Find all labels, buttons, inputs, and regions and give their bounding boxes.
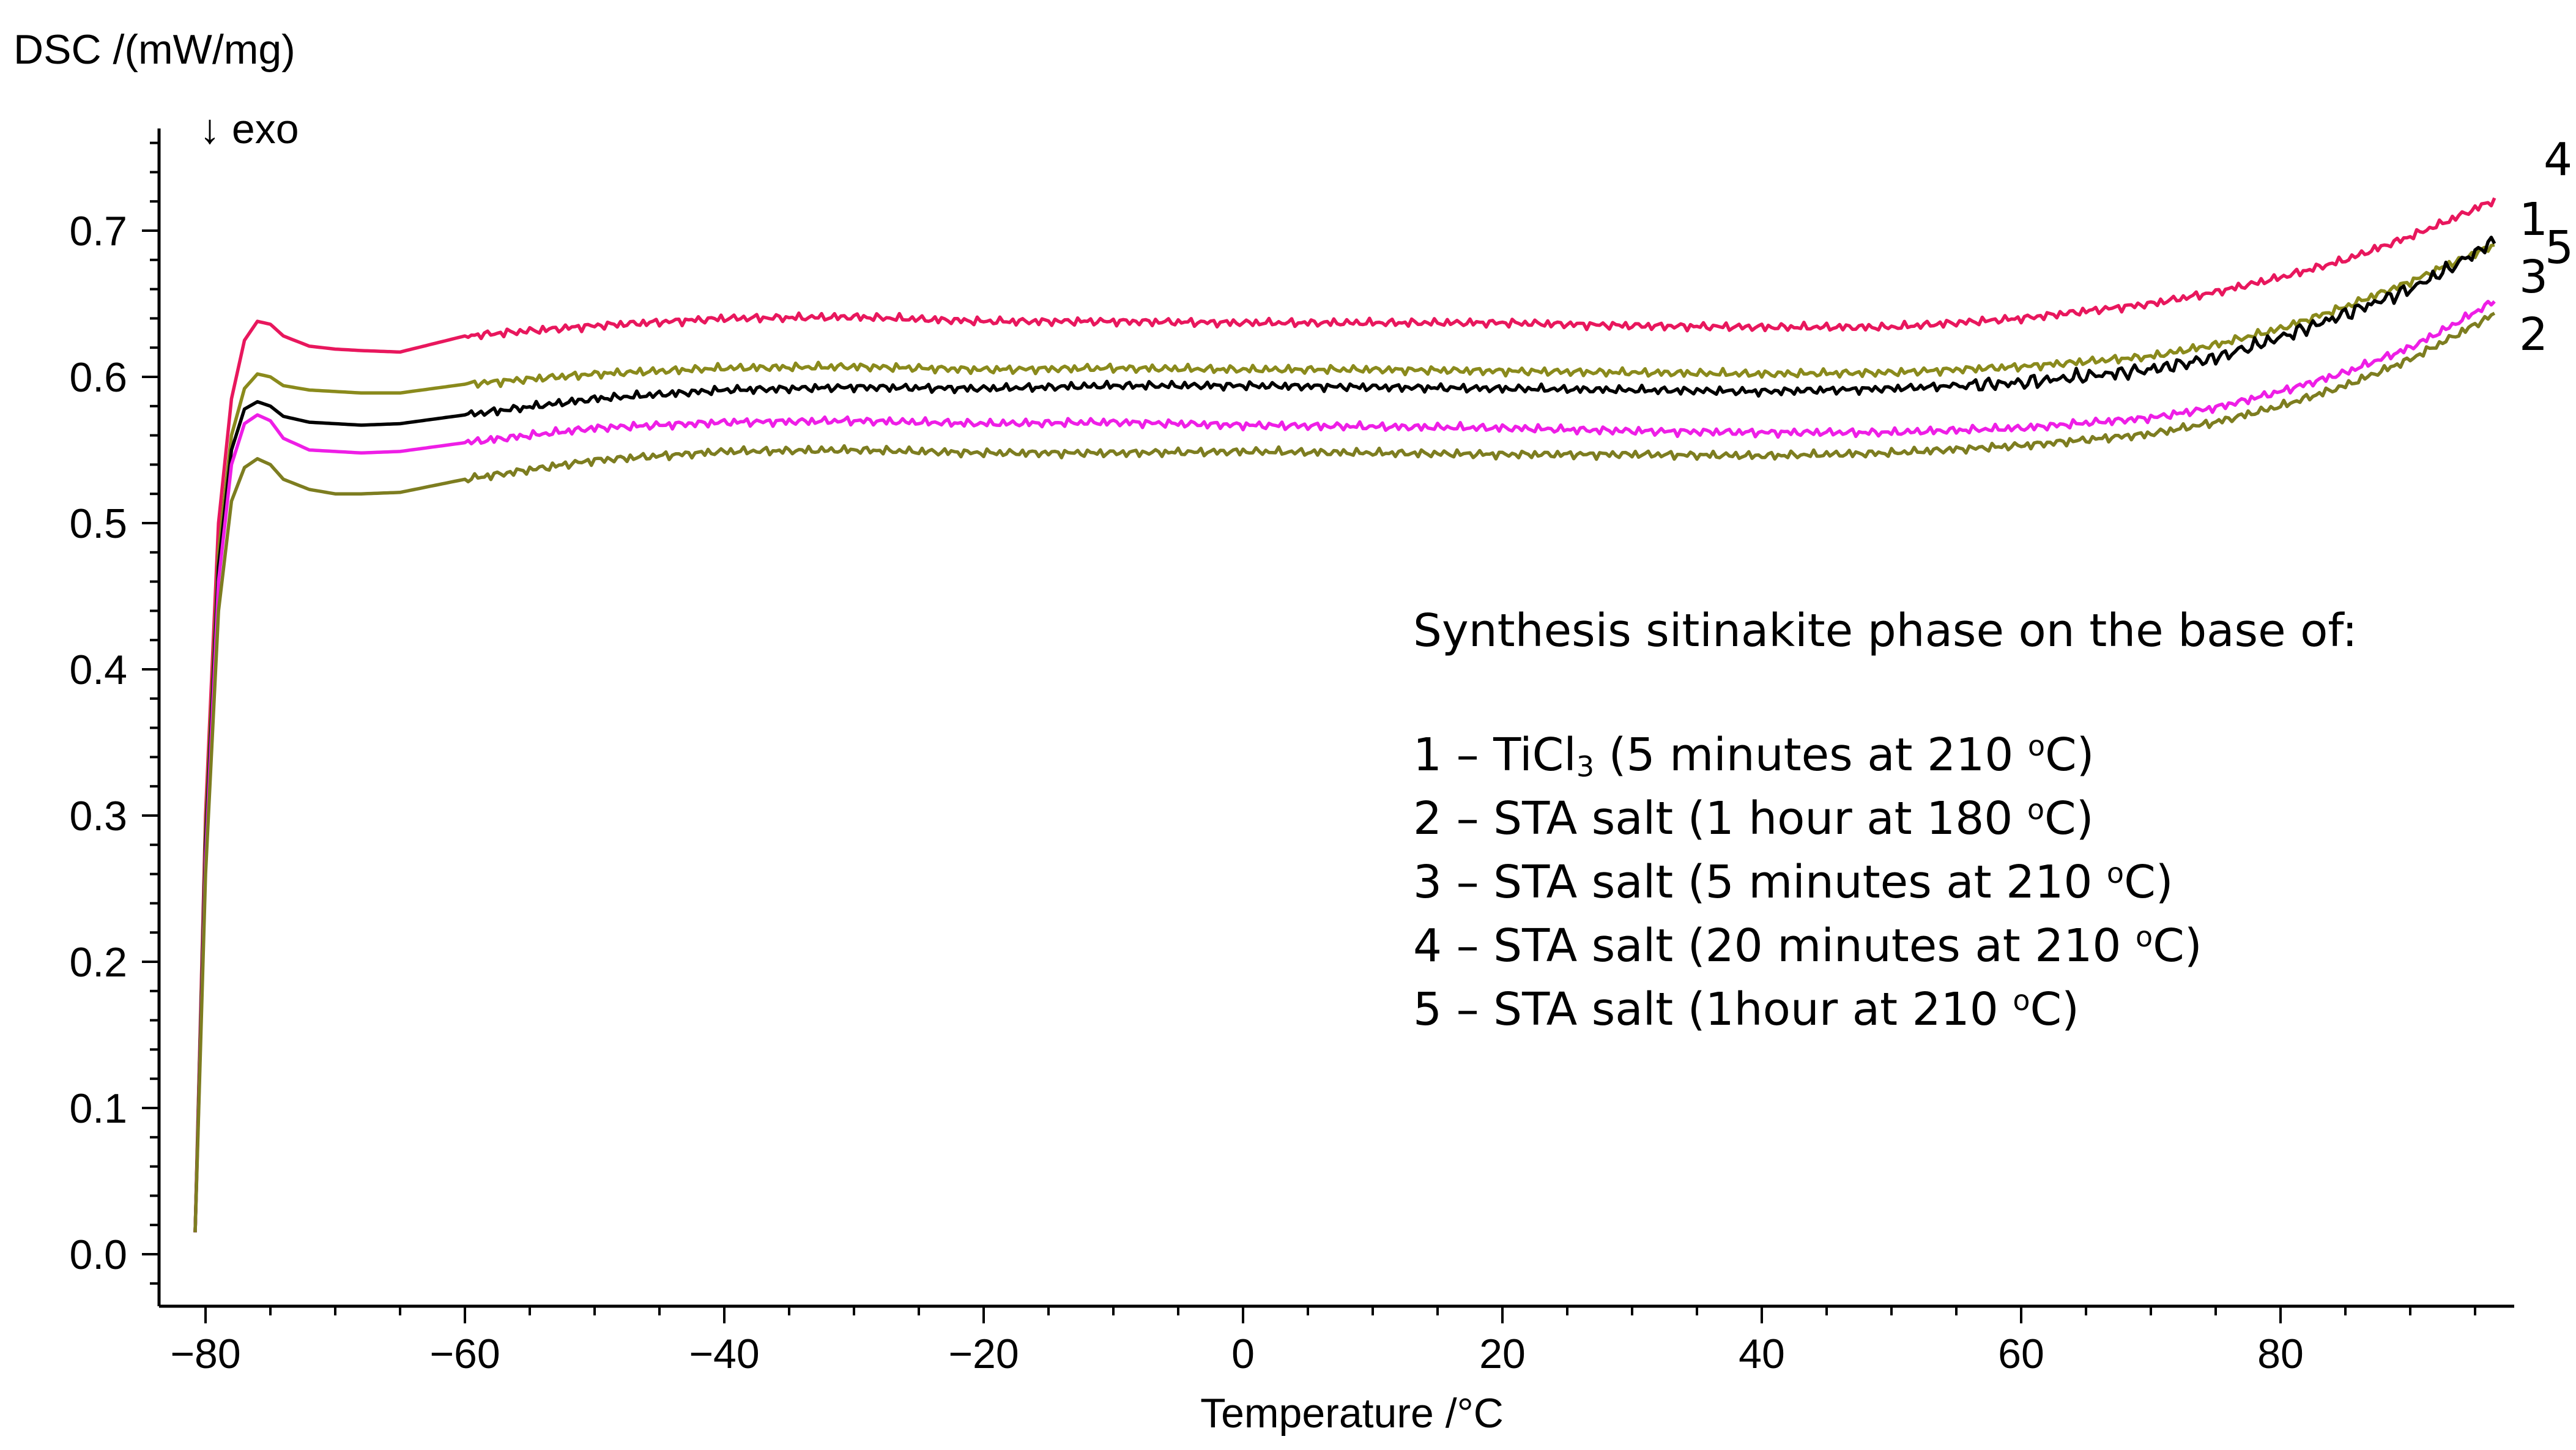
y-tick-label: 0.5 <box>69 500 127 547</box>
series-end-label-1: 1 <box>2519 193 2548 246</box>
x-tick-label: −20 <box>948 1331 1019 1377</box>
x-tick-label: 60 <box>1998 1331 2044 1377</box>
legend: Synthesis sitinakite phase on the base o… <box>1413 604 2358 1036</box>
x-axis-title: Temperature /°C <box>1200 1390 1504 1437</box>
series-layer <box>193 197 2496 1233</box>
x-tick-label: −60 <box>429 1331 500 1377</box>
series-line-2 <box>193 311 2496 1233</box>
y-tick-label: 0.1 <box>69 1085 127 1132</box>
y-tick-label: 0.6 <box>69 354 127 401</box>
series-end-label-2: 2 <box>2519 308 2548 361</box>
exo-direction-note: ↓ exo <box>199 106 299 152</box>
legend-entry-1: 1 – TiCl3 (5 minutes at 210 oC) <box>1413 729 2095 783</box>
series-line-4 <box>193 197 2496 1233</box>
legend-entry-5: 5 – STA salt (1hour at 210 oC) <box>1413 983 2079 1036</box>
x-tick-label: −80 <box>170 1331 240 1377</box>
x-tick-label: 20 <box>1479 1331 1526 1377</box>
legend-entry-3: 3 – STA salt (5 minutes at 210 oC) <box>1413 856 2173 909</box>
y-tick-label: 0.3 <box>69 793 127 839</box>
y-axis-title: DSC /(mW/mg) <box>13 26 295 73</box>
y-tick-label: 0.0 <box>69 1232 127 1278</box>
series-line-1 <box>193 236 2496 1233</box>
y-tick-label: 0.2 <box>69 939 127 986</box>
series-line-3 <box>193 299 2496 1233</box>
series-end-label-3: 3 <box>2519 251 2548 303</box>
series-end-label-4: 4 <box>2544 133 2572 186</box>
legend-entry-2: 2 – STA salt (1 hour at 180 oC) <box>1413 792 2094 845</box>
series-line-5 <box>193 243 2495 1233</box>
x-tick-label: 80 <box>2257 1331 2304 1377</box>
series-end-label-5: 5 <box>2545 221 2574 274</box>
x-tick-label: 40 <box>1739 1331 1785 1377</box>
axes: 0.0 0.1 0.2 0.3 0.4 0.5 0.6 0.7 −80 −60 −40 −20 0 20 4… <box>69 128 2514 1377</box>
y-tick-label: 0.7 <box>69 208 127 255</box>
x-tick-label: −40 <box>689 1331 759 1377</box>
legend-entry-4: 4 – STA salt (20 minutes at 210 oC) <box>1413 920 2202 972</box>
y-tick-label: 0.4 <box>69 647 127 693</box>
legend-title: Synthesis sitinakite phase on the base o… <box>1413 604 2358 657</box>
x-tick-label: 0 <box>1231 1331 1255 1377</box>
